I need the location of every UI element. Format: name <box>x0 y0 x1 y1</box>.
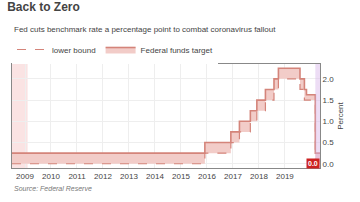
svg-text:Fed cuts benchmark rate a perc: Fed cuts benchmark rate a percentage poi… <box>14 25 276 34</box>
svg-text:2018: 2018 <box>250 172 268 181</box>
svg-text:2010: 2010 <box>42 172 60 181</box>
svg-text:1.0: 1.0 <box>323 117 335 126</box>
svg-text:0.5: 0.5 <box>323 138 335 147</box>
svg-text:Percent: Percent <box>336 101 345 129</box>
svg-text:2019: 2019 <box>276 172 294 181</box>
svg-text:0.0: 0.0 <box>308 160 318 167</box>
svg-text:2011: 2011 <box>68 172 86 181</box>
svg-text:2017: 2017 <box>224 172 242 181</box>
svg-text:2013: 2013 <box>120 172 138 181</box>
svg-text:Federal funds target: Federal funds target <box>141 46 213 55</box>
svg-text:Back to Zero: Back to Zero <box>7 0 80 14</box>
svg-text:2015: 2015 <box>172 172 190 181</box>
svg-text:2012: 2012 <box>94 172 112 181</box>
svg-text:1.5: 1.5 <box>323 96 335 105</box>
svg-text:2016: 2016 <box>198 172 216 181</box>
svg-text:2.0: 2.0 <box>323 75 335 84</box>
svg-text:2009: 2009 <box>16 172 34 181</box>
svg-text:0.0: 0.0 <box>323 160 335 169</box>
svg-text:lower bound: lower bound <box>52 46 96 55</box>
svg-text:Source: Federal Reserve: Source: Federal Reserve <box>14 185 92 192</box>
svg-text:2014: 2014 <box>146 172 164 181</box>
